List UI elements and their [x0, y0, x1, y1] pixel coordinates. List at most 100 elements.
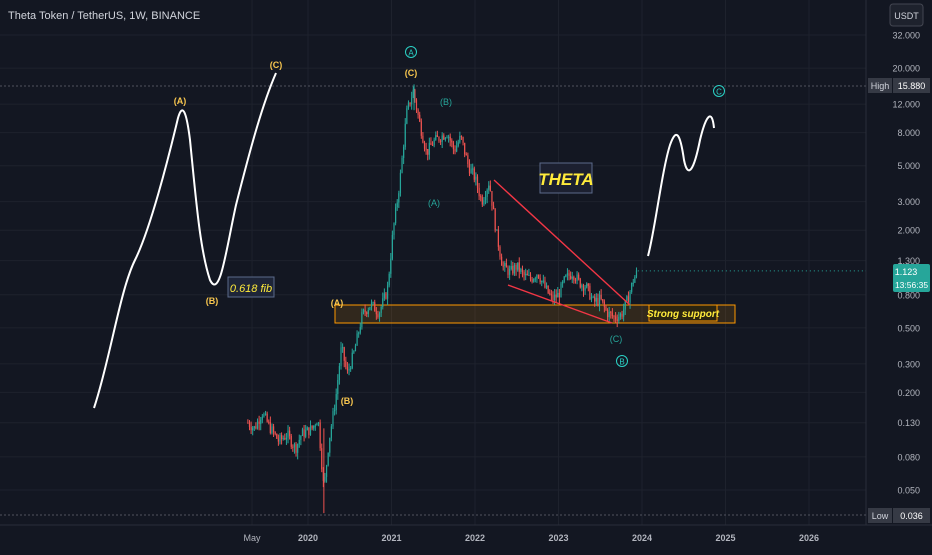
candle-body	[374, 302, 376, 312]
candle-body	[483, 200, 485, 205]
circle-A-marker: A	[405, 46, 417, 58]
candle-body	[597, 298, 599, 305]
sub-wave-B-label: (B)	[440, 97, 452, 107]
candle-body	[301, 429, 304, 436]
candle-body	[452, 142, 455, 150]
candle-body	[632, 282, 634, 284]
candle-body	[411, 97, 413, 105]
candle-body	[595, 298, 597, 302]
candle-body	[513, 264, 516, 274]
candle-body	[423, 142, 426, 149]
circle-B-marker: B	[616, 355, 628, 367]
candle-body	[600, 294, 602, 300]
candle-body	[333, 410, 336, 412]
candle-body	[448, 136, 450, 138]
countdown-timer: 13:56:35	[895, 280, 928, 290]
high-tag-value-box	[893, 78, 930, 93]
candle-body	[634, 276, 636, 283]
candle-body	[512, 266, 514, 274]
candle-body	[492, 205, 495, 210]
candle-body	[456, 145, 458, 152]
time-tick-label: 2021	[381, 533, 401, 543]
candle-body	[369, 306, 371, 310]
candle-body	[317, 422, 320, 424]
candle-body	[366, 312, 368, 314]
candle-body	[314, 425, 316, 427]
candle-body	[624, 300, 626, 310]
candle-body	[472, 168, 474, 170]
time-tick-label: 2026	[799, 533, 819, 543]
candle-body	[407, 102, 410, 109]
candle-body	[603, 301, 605, 307]
candle-body	[629, 291, 631, 303]
candle-body	[353, 351, 355, 353]
candle-body	[502, 265, 504, 267]
candle-body	[266, 413, 268, 422]
candle-body	[340, 347, 342, 367]
candle-body	[544, 280, 546, 288]
left-wave-B-label: (B)	[206, 296, 219, 306]
price-tick-label: 3.000	[897, 197, 920, 207]
candle-body	[419, 114, 421, 122]
candle-body	[611, 312, 613, 317]
candle-body	[552, 295, 554, 301]
candle-body	[573, 276, 575, 280]
candle-body	[250, 426, 252, 431]
time-tick-label: 2025	[715, 533, 735, 543]
candle-body	[621, 313, 623, 317]
candle-body	[261, 416, 263, 420]
candle-series	[247, 84, 866, 514]
candle-body	[509, 269, 511, 275]
currency-button[interactable]	[889, 3, 924, 27]
candle-body	[570, 275, 572, 279]
candle-body	[565, 275, 567, 277]
candle-body	[258, 421, 260, 424]
candle-body	[281, 435, 283, 439]
price-axis[interactable]: USDT 32.000 20.000 12.000 8.000 5.000 3.000 2.…	[868, 3, 930, 523]
candle-body	[523, 271, 525, 276]
left-wave-drawing[interactable]	[93, 72, 277, 409]
candle-body	[465, 154, 467, 156]
candle-body	[568, 273, 570, 276]
candle-body	[433, 139, 435, 146]
circle-C-label: C	[716, 88, 722, 97]
candle-body	[385, 293, 387, 299]
candle-body	[346, 366, 349, 371]
support-zone[interactable]	[334, 304, 736, 324]
candle-body	[571, 276, 573, 279]
candle-body	[531, 279, 533, 282]
candle-body	[613, 316, 615, 318]
candle-body	[557, 292, 559, 298]
candle-body	[443, 135, 445, 140]
candle-body	[464, 142, 466, 155]
candle-body	[383, 293, 385, 299]
candle-body	[586, 283, 588, 288]
theta-label-box	[539, 162, 593, 194]
wedge-lower-line[interactable]	[507, 284, 613, 324]
wedge-upper-line[interactable]	[493, 179, 631, 306]
candle-body	[380, 306, 382, 313]
candle-body	[420, 121, 422, 136]
candle-body	[537, 274, 540, 278]
candle-body	[398, 193, 400, 203]
circle-C-marker: C	[713, 85, 725, 97]
candle-body	[623, 309, 625, 317]
candle-body	[594, 296, 596, 302]
low-tag-label-box	[868, 508, 892, 523]
time-tick-label: 2023	[548, 533, 568, 543]
candle-body	[287, 430, 289, 438]
candle-body	[269, 422, 271, 433]
candle-body	[319, 422, 321, 449]
candle-body	[406, 108, 408, 124]
candle-body	[521, 269, 524, 272]
candle-body	[255, 426, 257, 429]
candle-body	[468, 164, 471, 174]
candle-body	[476, 176, 479, 188]
price-tick-label: 8.000	[897, 128, 920, 138]
price-tick-label: 2.000	[897, 226, 920, 236]
right-projection-drawing[interactable]	[647, 115, 715, 257]
candle-body	[518, 262, 520, 272]
candle-body	[359, 327, 361, 333]
